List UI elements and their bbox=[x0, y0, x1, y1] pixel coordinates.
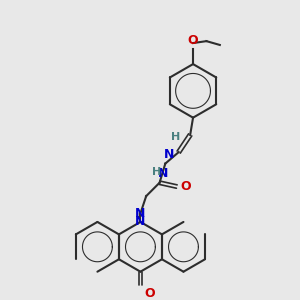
Text: N: N bbox=[135, 207, 146, 220]
Text: O: O bbox=[144, 287, 155, 300]
Text: H: H bbox=[152, 167, 161, 177]
Text: N: N bbox=[158, 167, 169, 180]
Text: H: H bbox=[171, 132, 181, 142]
Text: O: O bbox=[181, 180, 191, 193]
Text: O: O bbox=[188, 34, 198, 47]
Text: N: N bbox=[164, 148, 174, 160]
Text: N: N bbox=[135, 215, 146, 228]
